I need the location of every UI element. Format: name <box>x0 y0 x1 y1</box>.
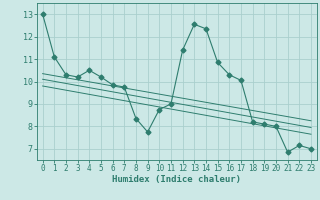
X-axis label: Humidex (Indice chaleur): Humidex (Indice chaleur) <box>112 175 241 184</box>
